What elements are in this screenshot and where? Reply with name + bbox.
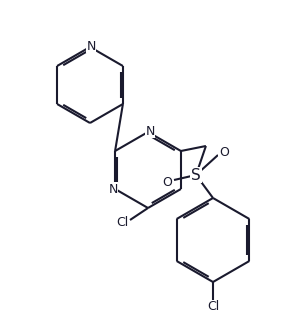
Text: Cl: Cl xyxy=(116,216,128,230)
Text: N: N xyxy=(86,40,96,52)
Text: S: S xyxy=(191,167,201,183)
Text: N: N xyxy=(145,125,155,137)
Text: O: O xyxy=(162,175,172,188)
Text: O: O xyxy=(219,146,229,158)
Text: N: N xyxy=(108,183,118,195)
Text: Cl: Cl xyxy=(207,300,219,314)
